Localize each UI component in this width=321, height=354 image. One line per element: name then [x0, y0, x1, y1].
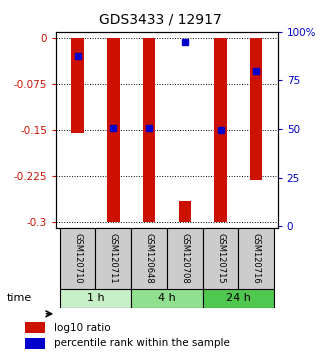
Text: 1 h: 1 h	[87, 293, 104, 303]
Bar	[203, 289, 274, 308]
Bar	[214, 38, 227, 222]
Bar	[167, 228, 203, 289]
Bar	[95, 228, 131, 289]
Text: GSM120708: GSM120708	[180, 233, 189, 284]
Bar	[131, 289, 203, 308]
Text: GSM120710: GSM120710	[73, 233, 82, 284]
Text: time: time	[6, 293, 32, 303]
Bar	[107, 38, 120, 222]
Bar	[25, 322, 45, 333]
Bar	[71, 38, 84, 133]
Bar	[239, 228, 274, 289]
Text: 4 h: 4 h	[158, 293, 176, 303]
Text: GSM120648: GSM120648	[144, 233, 153, 284]
Bar	[203, 228, 239, 289]
Text: log10 ratio: log10 ratio	[54, 322, 110, 332]
Text: GSM120711: GSM120711	[109, 233, 118, 284]
Text: 24 h: 24 h	[226, 293, 251, 303]
Bar	[60, 289, 131, 308]
Bar	[143, 38, 155, 222]
Bar	[178, 201, 191, 222]
Bar	[25, 338, 45, 349]
Text: GSM120716: GSM120716	[252, 233, 261, 284]
Text: percentile rank within the sample: percentile rank within the sample	[54, 338, 230, 348]
Text: GSM120715: GSM120715	[216, 233, 225, 284]
Bar	[250, 38, 263, 181]
Text: GDS3433 / 12917: GDS3433 / 12917	[99, 12, 222, 27]
Bar	[131, 228, 167, 289]
Bar	[60, 228, 95, 289]
